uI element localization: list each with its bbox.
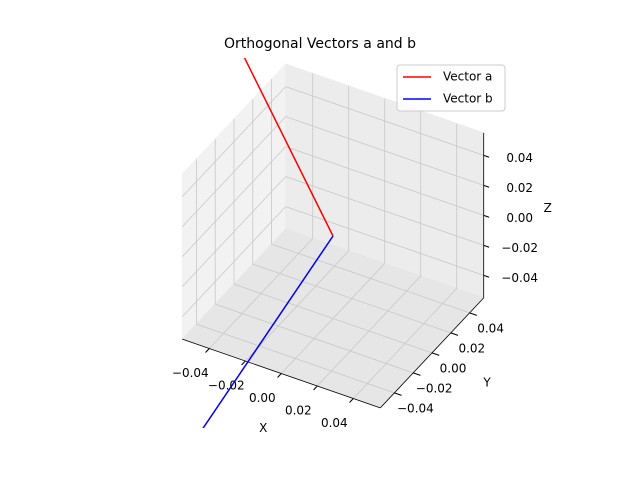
grid-line — [182, 176, 286, 287]
z-tick-mark — [483, 184, 490, 188]
x-tick-mark — [313, 385, 318, 391]
grid-line — [285, 176, 484, 246]
x-tick-label: 0.00 — [249, 391, 276, 405]
z-tick-mark — [483, 244, 490, 248]
z-tick-label: 0.04 — [506, 151, 533, 165]
grid-line — [182, 206, 286, 317]
grid-line — [252, 263, 451, 334]
grid-line — [285, 116, 484, 186]
grid-line — [182, 146, 286, 257]
y-tick-mark — [431, 352, 440, 356]
grid-line — [271, 243, 470, 314]
z-tick-label: 0.00 — [506, 211, 533, 225]
y-tick-label: −0.04 — [397, 401, 434, 415]
grid-line — [196, 323, 395, 394]
y-tick-label: 0.00 — [440, 361, 467, 375]
x-tick-mark — [277, 373, 282, 378]
z-tick-label: −0.04 — [501, 271, 538, 285]
x-tick-label: −0.02 — [208, 379, 245, 393]
y-tick-label: 0.02 — [458, 341, 485, 355]
y-axis-label: Y — [482, 375, 491, 389]
grid-line — [285, 146, 484, 216]
legend: Vector a Vector b — [396, 64, 506, 112]
grid — [182, 73, 490, 409]
axis-line — [182, 338, 381, 409]
axis-line — [380, 297, 484, 409]
x-tick-mark — [349, 398, 354, 403]
grid-line — [233, 283, 433, 354]
grid-line — [182, 116, 286, 227]
y-tick-mark — [394, 392, 402, 396]
x-tick-label: 0.04 — [321, 416, 348, 430]
z-tick-label: −0.02 — [501, 241, 538, 255]
grid-line — [215, 303, 414, 374]
legend-label: Vector a — [443, 70, 492, 84]
z-axis-label: Z — [544, 201, 552, 215]
z-tick-mark — [483, 214, 490, 218]
x-tick-mark — [205, 348, 210, 353]
y-tick-mark — [413, 372, 421, 376]
y-tick-mark — [450, 332, 459, 336]
y-tick-label: 0.04 — [477, 321, 504, 335]
z-tick-label: 0.02 — [506, 181, 533, 195]
x-tick-label: 0.02 — [285, 404, 312, 418]
x-axis-label: X — [259, 421, 267, 435]
x-tick-label: −0.04 — [172, 366, 209, 380]
chart-title: Orthogonal Vectors a and b — [224, 36, 416, 52]
z-tick-mark — [483, 274, 490, 278]
labels: −0.04−0.020.000.020.04−0.04−0.020.000.02… — [172, 151, 552, 435]
legend-label: Vector b — [443, 92, 493, 106]
y-tick-label: −0.02 — [416, 381, 453, 395]
z-tick-mark — [483, 154, 490, 158]
grid-line — [285, 206, 484, 276]
y-tick-mark — [469, 312, 477, 316]
grid-line — [285, 86, 484, 156]
x-tick-mark — [241, 360, 246, 366]
